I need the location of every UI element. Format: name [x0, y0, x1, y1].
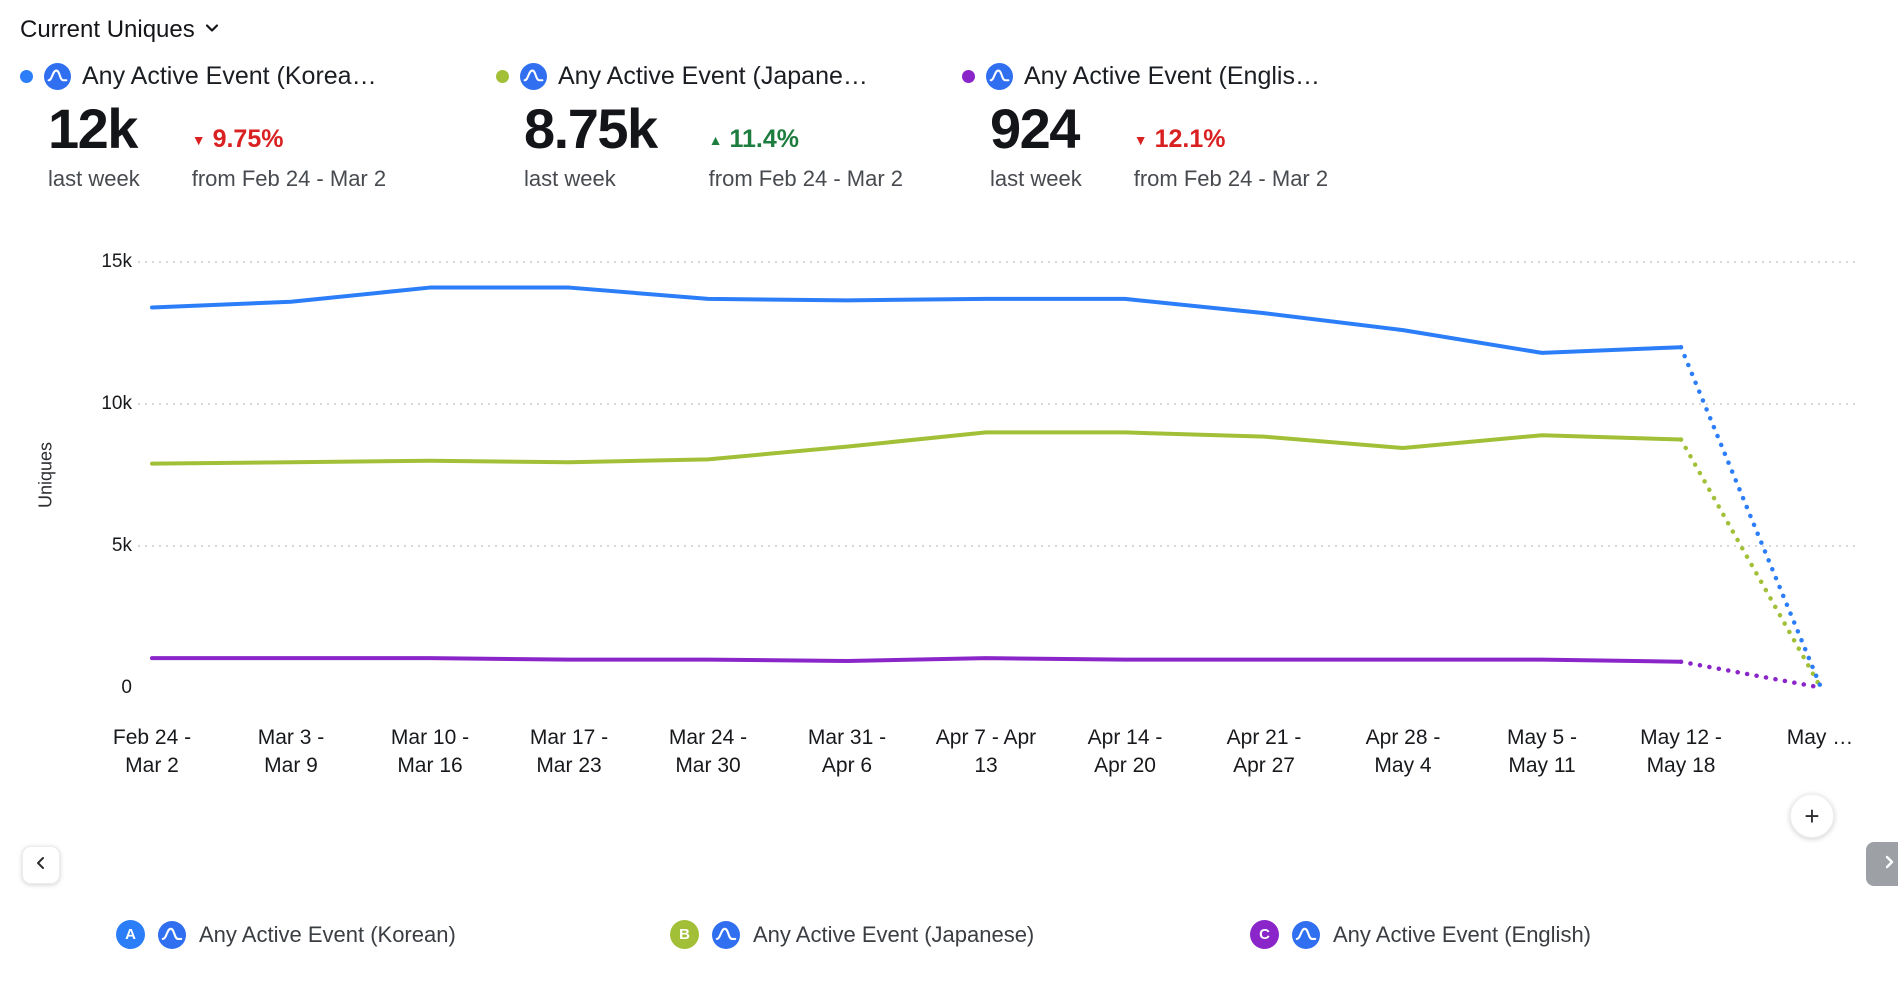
- chevron-left-icon: [32, 854, 50, 877]
- summary-stats: 8.75k last week ▲ 11.4% from Feb 24 - Mar 2: [524, 101, 956, 192]
- series-toggle[interactable]: Any Active Event (Englis…: [962, 62, 1422, 91]
- summary-comparison: from Feb 24 - Mar 2: [191, 166, 387, 191]
- series-letter-chip: A: [116, 920, 145, 949]
- summary-value: 924: [990, 97, 1080, 160]
- series-line[interactable]: [150, 430, 1683, 466]
- y-axis-tick-label: 0: [121, 677, 132, 698]
- chevron-right-icon: [1880, 853, 1898, 876]
- x-axis-label: Apr 28 - May 4: [1365, 726, 1441, 778]
- summary-change: ▲ 11.4%: [709, 125, 903, 154]
- summary-change: ▼ 12.1%: [1134, 125, 1328, 154]
- legend-item[interactable]: A Any Active Event (Korean): [116, 920, 456, 949]
- x-axis-label: Apr 7 - Apr 13: [935, 726, 1037, 778]
- trend-down-icon: ▼: [1133, 131, 1148, 148]
- legend-item[interactable]: B Any Active Event (Japanese): [670, 920, 1034, 949]
- summary-card: Any Active Event (Englis… 924 last week ▼ 12…: [962, 62, 1422, 192]
- amplitude-icon: [1292, 920, 1320, 949]
- legend-item[interactable]: C Any Active Event (English): [1250, 920, 1591, 949]
- x-axis-label: Mar 10 - Mar 16: [390, 726, 470, 778]
- series-color-dot: [496, 70, 509, 83]
- amplitude-icon: [44, 63, 71, 90]
- metric-selector-dropdown[interactable]: Current Uniques: [20, 16, 221, 44]
- summary-stats: 924 last week ▼ 12.1% from Feb 24 - Mar 2: [990, 101, 1422, 192]
- legend-label: Any Active Event (Japanese): [753, 921, 1035, 947]
- summary-value: 12k: [48, 97, 138, 160]
- x-axis-label: Mar 17 - Mar 23: [529, 726, 609, 778]
- series-partial-line[interactable]: [1678, 437, 1823, 689]
- legend-label: Any Active Event (Korean): [199, 921, 456, 947]
- series-color-dot: [20, 70, 33, 83]
- y-axis-title: Uniques: [35, 441, 56, 509]
- summary-period: last week: [48, 166, 140, 191]
- amplitude-icon: [158, 920, 186, 949]
- summary-change-pct: 11.4%: [729, 125, 800, 153]
- event-name: Any Active Event (Englis…: [1024, 62, 1320, 90]
- summary-period: last week: [524, 166, 616, 191]
- trend-up-icon: ▲: [708, 131, 723, 148]
- summary-change-pct: 12.1%: [1154, 125, 1226, 153]
- series-line[interactable]: [150, 656, 1683, 664]
- summary-value: 8.75k: [524, 97, 658, 160]
- series-partial-line[interactable]: [1678, 659, 1823, 690]
- x-axis-label: May …: [1786, 726, 1854, 749]
- x-axis-label: Apr 21 - Apr 27: [1226, 726, 1302, 778]
- y-axis-tick-label: 10k: [101, 393, 132, 414]
- amplitude-icon: [712, 920, 740, 949]
- next-page-button[interactable]: [1866, 842, 1898, 886]
- y-axis-tick-label: 15k: [101, 251, 132, 272]
- series-letter-chip: B: [670, 920, 699, 949]
- y-axis-tick-label: 5k: [111, 535, 132, 556]
- series-letter-chip: C: [1250, 920, 1279, 949]
- chevron-down-icon: [203, 16, 221, 44]
- series-toggle[interactable]: Any Active Event (Korea…: [20, 62, 480, 91]
- x-axis-label: Apr 14 - Apr 20: [1087, 726, 1163, 778]
- event-name: Any Active Event (Korea…: [82, 62, 377, 90]
- summary-period: last week: [990, 166, 1082, 191]
- series-toggle[interactable]: Any Active Event (Japane…: [496, 62, 956, 91]
- zoom-in-button[interactable]: +: [1790, 794, 1834, 838]
- trend-down-icon: ▼: [191, 131, 206, 148]
- previous-page-button[interactable]: [22, 846, 60, 884]
- summary-change: ▼ 9.75%: [192, 125, 386, 154]
- x-axis-label: Mar 31 - Apr 6: [807, 726, 887, 778]
- summary-comparison: from Feb 24 - Mar 2: [708, 166, 904, 191]
- event-name: Any Active Event (Japane…: [558, 62, 868, 90]
- summary-card: Any Active Event (Korea… 12k last week ▼ 9.7…: [20, 62, 480, 192]
- metric-selector-label: Current Uniques: [20, 16, 195, 43]
- summary-change-pct: 9.75%: [212, 125, 284, 153]
- legend-label: Any Active Event (English): [1333, 921, 1592, 947]
- series-line[interactable]: [150, 285, 1683, 355]
- x-axis-label: May 12 - May 18: [1640, 726, 1722, 778]
- x-axis-label: Mar 24 - Mar 30: [668, 726, 748, 778]
- x-axis-label: May 5 - May 11: [1506, 726, 1577, 778]
- summary-stats: 12k last week ▼ 9.75% from Feb 24 - Mar 2: [48, 101, 480, 192]
- x-axis-label: Mar 3 - Mar 9: [257, 726, 325, 778]
- series-partial-line[interactable]: [1678, 344, 1823, 688]
- series-color-dot: [962, 70, 975, 83]
- summary-card: Any Active Event (Japane… 8.75k last week ▲…: [496, 62, 956, 192]
- amplitude-icon: [520, 63, 547, 90]
- amplitude-icon: [986, 63, 1013, 90]
- x-axis-label: Feb 24 - Mar 2: [112, 726, 192, 778]
- summary-comparison: from Feb 24 - Mar 2: [1133, 166, 1329, 191]
